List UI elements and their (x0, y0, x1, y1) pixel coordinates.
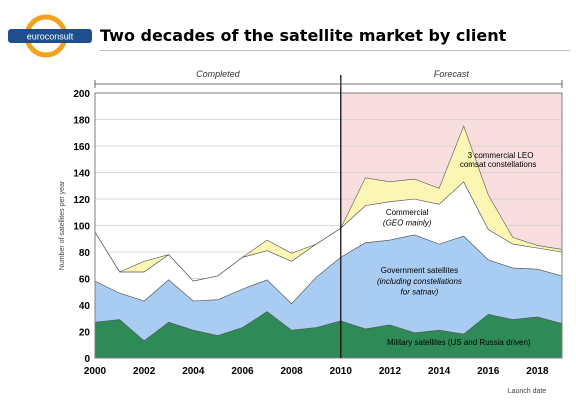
y-tick-label: 0 (84, 354, 90, 365)
series-annotation: for satnav) (401, 287, 439, 296)
series-annotation: Military satellites (US and Russia drive… (387, 338, 531, 347)
x-tick-label: 2014 (428, 366, 451, 377)
x-tick-label: 2002 (133, 366, 156, 377)
y-tick-label: 120 (73, 195, 90, 206)
x-tick-label: 2008 (281, 366, 304, 377)
series-annotation: Government satellites (381, 266, 458, 275)
series-annotation: comsat constellations (460, 160, 536, 169)
x-tick-label: 2006 (231, 366, 254, 377)
y-tick-label: 140 (73, 169, 90, 180)
plot-border (94, 92, 563, 359)
x-tick-label: 2004 (182, 366, 205, 377)
series-annotation: (GEO mainly) (383, 219, 432, 228)
x-tick-label: 2018 (526, 366, 549, 377)
region-label: Completed (196, 69, 241, 79)
y-tick-label: 160 (73, 142, 90, 153)
y-tick-label: 60 (79, 275, 91, 286)
y-tick-label: 180 (73, 116, 90, 127)
euroconsult-logo: euroconsult (8, 14, 92, 58)
series-annotation: 3 commercial LEO (468, 151, 534, 160)
y-tick-label: 100 (73, 222, 90, 233)
x-axis-label: Launch date (508, 388, 547, 395)
y-tick-label: 40 (79, 301, 91, 312)
region-label: Forecast (434, 69, 470, 79)
logo-text: euroconsult (27, 32, 74, 42)
y-axis-label: Number of satellites per year (59, 180, 66, 270)
y-tick-label: 200 (73, 89, 90, 100)
title-divider (100, 50, 570, 51)
x-tick-label: 2012 (379, 366, 402, 377)
x-tick-label: 2016 (477, 366, 500, 377)
x-tick-label: 2000 (84, 366, 107, 377)
page-title: Two decades of the satellite market by c… (100, 26, 507, 45)
x-tick-label: 2010 (330, 366, 353, 377)
y-tick-label: 20 (79, 328, 91, 339)
series-annotation: (including constellations (377, 277, 462, 286)
series-annotation: Commercial (386, 208, 429, 217)
y-tick-label: 80 (79, 248, 91, 259)
